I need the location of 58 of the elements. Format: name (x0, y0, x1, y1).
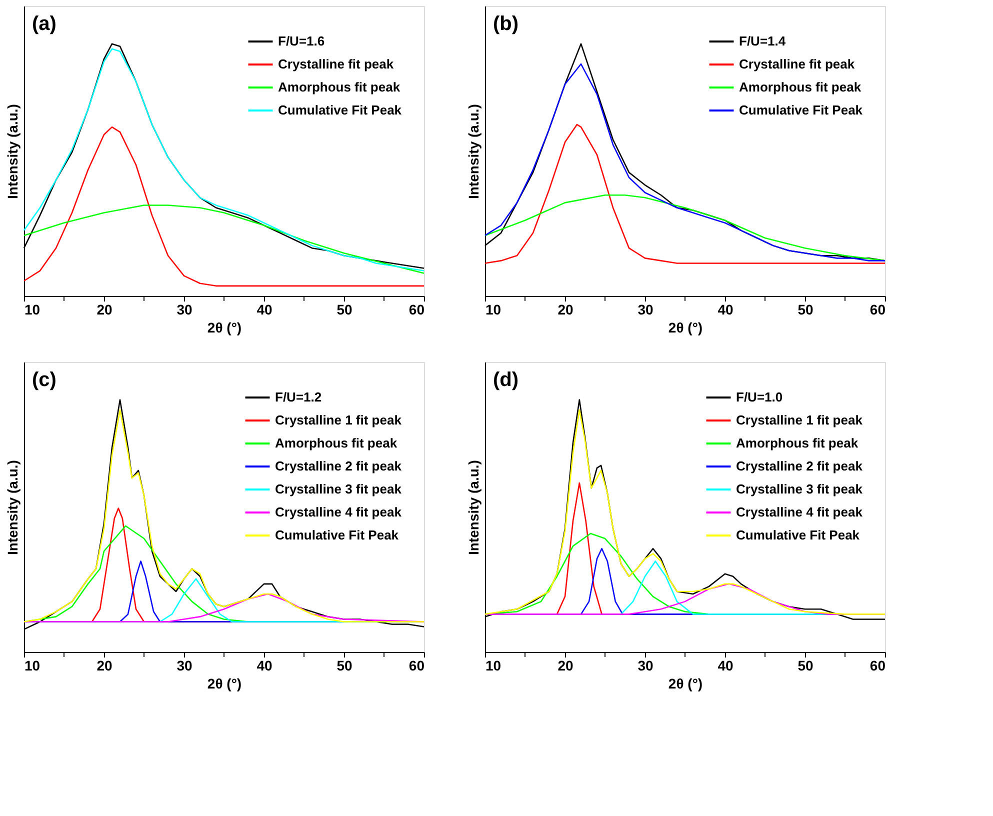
legend-label: Amorphous fit peak (739, 80, 862, 94)
text: (b) (493, 13, 519, 35)
legend-label: Crystalline 4 fit peak (275, 504, 402, 520)
y-axis-title: Intensity (a.u.) (4, 460, 20, 555)
x-tick-label: 10 (486, 302, 502, 318)
x-tick-label: 50 (798, 302, 814, 318)
x-axis-title: 2θ (°) (668, 676, 703, 692)
x-tick-label: 40 (256, 658, 272, 674)
legend-label: Crystalline 3 fit peak (736, 482, 864, 496)
legend-label: Crystalline 1 fit peak (275, 412, 402, 428)
x-tick-label: 60 (408, 658, 425, 674)
x-tick-label: 40 (718, 302, 734, 318)
legend-label: Cumulative Fit Peak (278, 102, 402, 118)
text: (d) (493, 369, 519, 391)
x-tick-label: 20 (96, 302, 112, 318)
x-tick-label: 50 (798, 658, 814, 674)
legend-label: F/U=1.0 (736, 390, 783, 404)
text: (c) (32, 369, 56, 391)
legend-label: Crystalline 2 fit peak (736, 458, 864, 474)
x-tick-label: 30 (638, 658, 654, 674)
x-tick-label: 40 (256, 302, 272, 318)
x-axis-title: 2θ (°) (668, 320, 703, 336)
y-axis-title: Intensity (a.u.) (466, 460, 482, 555)
x-tick-label: 30 (638, 302, 654, 318)
legend-label: Amorphous fit peak (275, 436, 398, 450)
x-tick-label: 60 (408, 302, 425, 318)
legend-label: Crystalline 4 fit peak (736, 504, 864, 520)
x-tick-label: 60 (870, 658, 886, 674)
x-tick-label: 10 (24, 302, 40, 318)
legend-label: F/U=1.2 (275, 390, 322, 404)
x-tick-label: 40 (718, 658, 734, 674)
legend-label: Crystalline fit peak (278, 56, 394, 72)
legend-label: Amorphous fit peak (736, 436, 859, 450)
x-tick-label: 10 (24, 658, 40, 674)
legend-label: Crystalline 2 fit peak (275, 458, 402, 474)
y-axis-title: Intensity (a.u.) (4, 104, 20, 199)
x-axis-title: 2θ (°) (207, 676, 242, 692)
x-axis-title: 2θ (°) (207, 320, 242, 336)
x-tick-label: 20 (558, 658, 574, 674)
x-tick-label: 10 (486, 658, 502, 674)
legend-label: Crystalline 3 fit peak (275, 482, 402, 496)
x-tick-label: 30 (176, 302, 192, 318)
y-axis-title: Intensity (a.u.) (466, 104, 482, 199)
x-tick-label: 30 (176, 658, 192, 674)
legend-label: Cumulative Fit Peak (739, 102, 864, 118)
legend-label: Crystalline 1 fit peak (736, 412, 864, 428)
x-tick-label: 60 (870, 302, 886, 318)
legend-label: Amorphous fit peak (278, 80, 401, 94)
x-tick-label: 50 (336, 658, 352, 674)
legend-label: F/U=1.4 (739, 34, 786, 48)
x-tick-label: 20 (96, 658, 112, 674)
x-tick-label: 50 (336, 302, 352, 318)
legend-label: Cumulative Fit Peak (736, 528, 860, 542)
legend-label: Cumulative Fit Peak (275, 528, 400, 542)
text: (a) (32, 13, 56, 35)
x-tick-label: 20 (558, 302, 574, 318)
legend-label: Crystalline fit peak (739, 56, 856, 72)
legend-label: F/U=1.6 (278, 34, 325, 48)
